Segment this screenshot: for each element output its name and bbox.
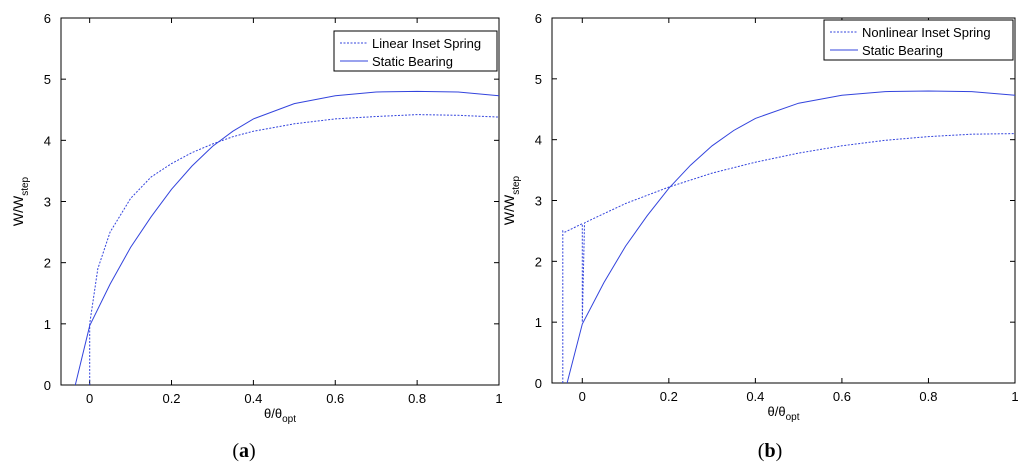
legend-entry: Linear Inset Spring (372, 36, 481, 51)
panel-label: (b) (758, 440, 782, 462)
x-tick-label: 0.4 (244, 391, 262, 406)
y-tick-label: 0 (535, 376, 542, 391)
x-tick-label: 0.6 (833, 389, 851, 404)
y-tick-label: 5 (535, 72, 542, 87)
y-tick-label: 0 (44, 378, 51, 393)
x-tick-label: 0 (86, 391, 93, 406)
y-axis-label: W/Wstep (501, 175, 522, 225)
y-tick-label: 4 (44, 133, 51, 148)
y-tick-label: 2 (535, 254, 542, 269)
x-axis-label: θ/θopt (768, 404, 800, 423)
series-line-dashed (89, 114, 500, 385)
y-tick-label: 3 (44, 195, 51, 210)
x-tick-label: 0.8 (408, 391, 426, 406)
x-tick-label: 0.2 (162, 391, 180, 406)
y-axis-label: W/Wstep (10, 176, 31, 226)
series-line-solid (74, 90, 500, 386)
y-tick-label: 5 (44, 72, 51, 87)
series-line-dashed (562, 133, 1016, 383)
series-line-solid (566, 90, 1016, 384)
x-tick-label: 0.2 (660, 389, 678, 404)
x-tick-label: 1 (495, 391, 502, 406)
y-tick-label: 1 (44, 317, 51, 332)
x-tick-label: 0.8 (919, 389, 937, 404)
y-tick-label: 2 (44, 256, 51, 271)
legend-entry: Nonlinear Inset Spring (862, 25, 991, 40)
legend-box (333, 30, 498, 72)
chart-panel-b: 0 0.2 0.4 0.6 0.8 1 0 1 2 3 4 5 6 θ/θopt W/Wstep Nonlin… (501, 11, 1019, 462)
plot-frame (551, 17, 1016, 384)
y-tick-label: 6 (44, 11, 51, 26)
panel-label: (a) (232, 440, 255, 462)
chart-panel-a: 0 0.2 0.4 0.6 0.8 1 0 1 2 3 4 5 6 θ/θopt W/Wstep Linear… (10, 11, 503, 462)
plot-frame (60, 17, 500, 386)
y-tick-label: 4 (535, 133, 542, 148)
y-tick-label: 6 (535, 11, 542, 26)
x-axis-label: θ/θopt (264, 406, 296, 425)
y-tick-label: 1 (535, 315, 542, 330)
x-tick-label: 0.6 (326, 391, 344, 406)
legend-box (823, 19, 1014, 61)
x-tick-label: 0 (579, 389, 586, 404)
x-tick-label: 1 (1011, 389, 1018, 404)
y-tick-label: 3 (535, 194, 542, 209)
legend-entry: Static Bearing (862, 43, 943, 58)
x-tick-label: 0.4 (746, 389, 764, 404)
legend-entry: Static Bearing (372, 54, 453, 69)
